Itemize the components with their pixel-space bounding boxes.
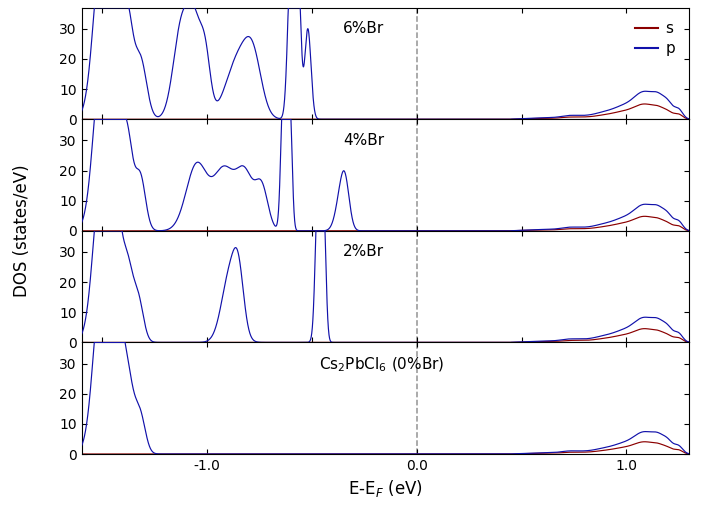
Text: 2%Br: 2%Br xyxy=(343,244,384,259)
Text: 4%Br: 4%Br xyxy=(343,133,384,148)
Legend: s, p: s, p xyxy=(629,15,681,62)
X-axis label: E-E$_F$ (eV): E-E$_F$ (eV) xyxy=(348,479,423,500)
Text: DOS (states/eV): DOS (states/eV) xyxy=(13,165,30,297)
Text: Cs$_2$PbCl$_6$ (0%Br): Cs$_2$PbCl$_6$ (0%Br) xyxy=(318,356,444,374)
Text: 6%Br: 6%Br xyxy=(343,21,384,36)
